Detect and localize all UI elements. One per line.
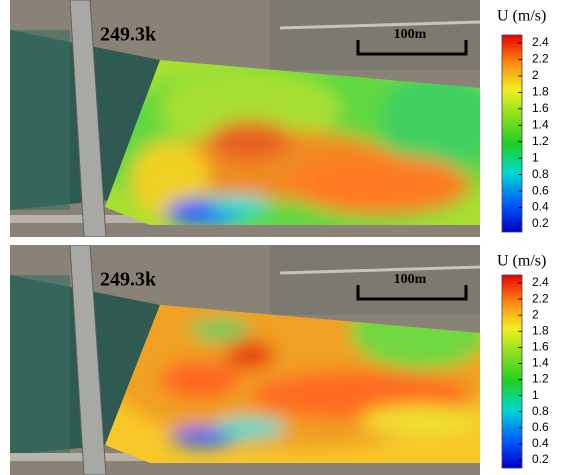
colorbar-tick-label: 1: [532, 150, 539, 164]
velocity-blob: [160, 360, 240, 400]
location-label: 249.3k: [100, 24, 157, 46]
velocity-blob: [380, 70, 500, 170]
panel: 249.3k 100m U (m/s) 2.4 2.2 2 1.8 1.6 1.4 1.2 1 0.8…: [10, 245, 549, 475]
colorbar-tick-label: 1.2: [532, 372, 549, 386]
colorbar-tick-label: 2.4: [532, 35, 549, 49]
location-label: 249.3k: [100, 269, 157, 291]
scale-bar-label: 100m: [394, 27, 427, 42]
velocity-blob: [290, 155, 470, 215]
colorbar-tick-label: 1.6: [532, 101, 549, 115]
colorbar-tick-label: 2.4: [532, 275, 549, 289]
colorbar-tick-label: 2.2: [532, 291, 549, 305]
panel: 249.3k 100m U (m/s) 2.4 2.2 2 1.8 1.6 1.4 1.2 1 0.8…: [10, 0, 549, 240]
colorbar-tick-label: 0.8: [532, 404, 549, 418]
colorbar-tick-label: 1.4: [532, 117, 549, 131]
colorbar: [502, 275, 522, 468]
colorbar-tick-label: 1.6: [532, 340, 549, 354]
colorbar-tick-label: 0.6: [532, 183, 549, 197]
colorbar-tick-label: 2: [532, 307, 539, 321]
colorbar-tick-label: 0.4: [532, 436, 549, 450]
velocity-blob: [210, 120, 290, 160]
colorbar-tick-label: 1.8: [532, 323, 549, 337]
velocity-blob: [225, 340, 275, 370]
colorbar-tick-label: 0.8: [532, 167, 549, 181]
colorbar-tick-label: 2.2: [532, 52, 549, 66]
colorbar-tick-label: 0.2: [532, 216, 549, 230]
colorbar-title: U (m/s): [497, 253, 546, 270]
velocity-blob: [190, 320, 250, 340]
colorbar-tick-label: 0.6: [532, 420, 549, 434]
colorbar-tick-label: 0.4: [532, 200, 549, 214]
colorbar-tick-label: 0.2: [532, 452, 549, 466]
colorbar-tick-label: 1.2: [532, 134, 549, 148]
velocity-blob: [360, 405, 480, 435]
field-blobs: [100, 60, 500, 240]
land-right: [270, 245, 480, 315]
velocity-blob: [215, 418, 285, 438]
land-right: [270, 0, 480, 70]
colorbar-tick-label: 2: [532, 68, 539, 82]
figure: 249.3k 100m U (m/s) 2.4 2.2 2 1.8 1.6 1.4 1.2 1 0.8…: [0, 0, 562, 475]
colorbar-tick-label: 1.8: [532, 85, 549, 99]
scale-bar-label: 100m: [394, 272, 427, 287]
colorbar: [502, 35, 522, 232]
colorbar-tick-label: 1.4: [532, 356, 549, 370]
river-shade: [10, 275, 70, 455]
velocity-blob: [210, 195, 270, 215]
river-shade: [10, 30, 70, 210]
colorbar-tick-label: 1: [532, 388, 539, 402]
colorbar-title: U (m/s): [497, 8, 546, 25]
